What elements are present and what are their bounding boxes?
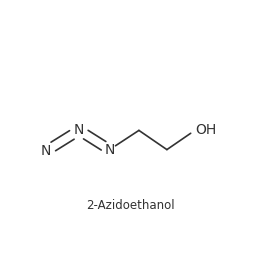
Text: N: N [105, 143, 115, 157]
Text: N: N [41, 144, 51, 158]
Text: OH: OH [195, 123, 216, 137]
Text: 2-Azidoethanol: 2-Azidoethanol [86, 199, 174, 212]
Text: N: N [74, 123, 84, 137]
